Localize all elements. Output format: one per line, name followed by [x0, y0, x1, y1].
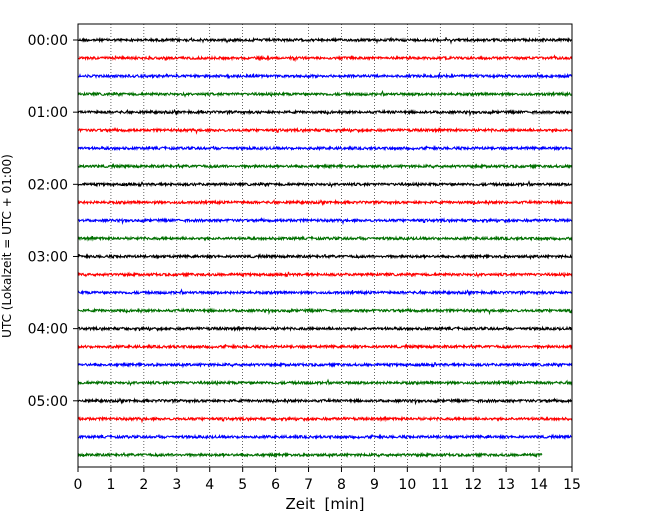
- x-tick-label: 12: [464, 477, 482, 493]
- x-tick-label: 0: [74, 477, 83, 493]
- trace-line: [77, 307, 573, 316]
- seismogram-traces: [77, 36, 573, 459]
- plot-frame: [77, 23, 573, 468]
- trace-line: [77, 144, 573, 152]
- x-tick-label: 4: [205, 477, 214, 493]
- x-tick-label: 10: [398, 477, 416, 493]
- trace-line: [77, 108, 573, 117]
- x-tick-label: 8: [337, 477, 346, 493]
- trace-line: [77, 343, 573, 351]
- y-tick-label: 03:00: [28, 249, 68, 265]
- y-axis: 00:00 01:00 02:00 03:00 04:00 05:00: [28, 33, 78, 410]
- trace-line: [77, 235, 573, 242]
- x-tick-label: 6: [271, 477, 280, 493]
- trace-line: [77, 451, 543, 459]
- trace-line: [77, 361, 573, 369]
- trace-line: [77, 253, 573, 261]
- x-tick-label: 14: [530, 477, 548, 493]
- x-axis-label: Zeit [min]: [285, 495, 364, 513]
- trace-line: [77, 54, 573, 63]
- trace-line: [77, 216, 573, 226]
- x-tick-label: 3: [172, 477, 181, 493]
- y-tick-label: 00:00: [28, 33, 68, 49]
- trace-line: [77, 71, 573, 80]
- trace-line: [77, 271, 573, 279]
- trace-line: [77, 89, 573, 98]
- trace-line: [77, 433, 573, 441]
- trace-line: [77, 126, 573, 135]
- vertical-gridlines: [110, 24, 540, 467]
- y-tick-label: 01:00: [28, 105, 68, 121]
- trace-line: [77, 288, 573, 297]
- x-tick-label: 9: [370, 477, 379, 493]
- x-axis: 0 1 2 3 4 5 6 7 8 9 10 11 12 13 14 15: [74, 467, 581, 493]
- y-tick-label: 04:00: [28, 322, 68, 338]
- trace-line: [77, 162, 573, 170]
- x-tick-label: 7: [304, 477, 313, 493]
- x-tick-label: 13: [497, 477, 515, 493]
- trace-line: [77, 415, 573, 424]
- y-tick-label: 02:00: [28, 177, 68, 193]
- x-tick-label: 2: [139, 477, 148, 493]
- x-tick-label: 1: [106, 477, 115, 493]
- trace-line: [77, 198, 573, 207]
- trace-line: [77, 325, 573, 332]
- x-tick-label: 11: [431, 477, 449, 493]
- trace-line: [77, 180, 573, 189]
- trace-line: [77, 378, 573, 387]
- x-tick-label: 15: [563, 477, 581, 493]
- y-axis-label: UTC (Lokalzeit = UTC + 01:00): [0, 154, 14, 338]
- trace-line: [77, 397, 573, 406]
- y-tick-label: 05:00: [28, 394, 68, 410]
- trace-line: [77, 36, 573, 45]
- x-tick-label: 5: [238, 477, 247, 493]
